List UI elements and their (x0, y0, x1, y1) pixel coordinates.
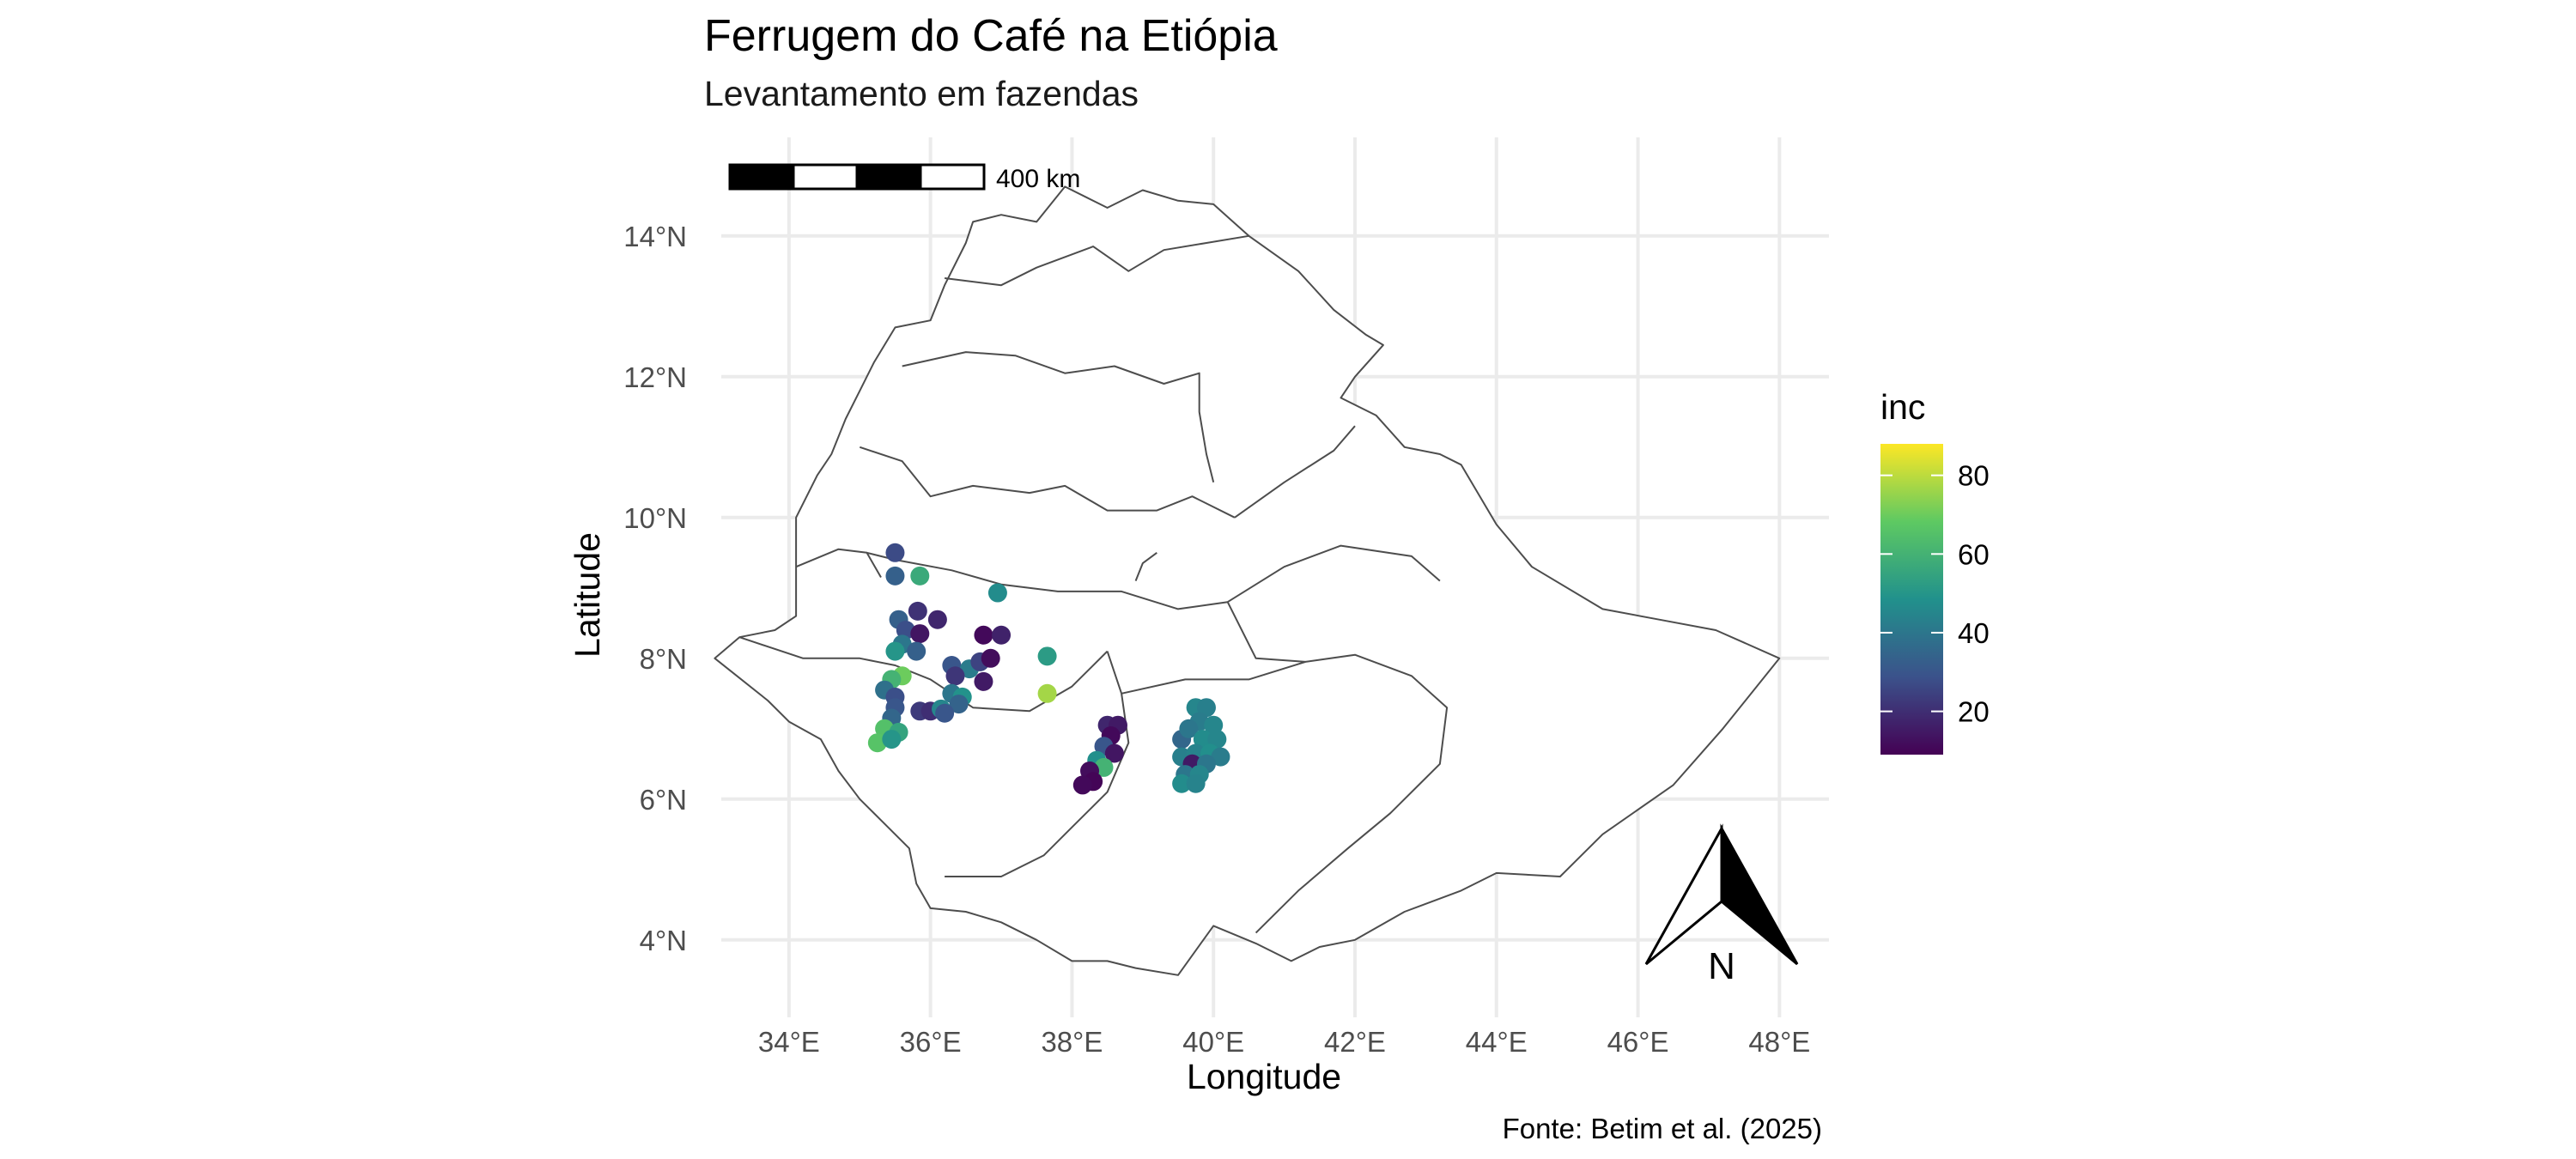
scale-bar-segment (919, 163, 986, 191)
survey-point (1172, 774, 1192, 793)
legend-breaks: 20 40 60 80 (1880, 460, 1990, 728)
survey-point (935, 703, 955, 723)
y-tick-label: 6°N (640, 784, 687, 816)
survey-point (910, 624, 930, 644)
survey-point (974, 671, 993, 691)
legend-colorbar (1880, 444, 1943, 755)
region-boundary (795, 548, 882, 578)
color-legend: inc 20 40 60 80 (1880, 387, 1990, 755)
scale-bar-label: 400 km (996, 165, 1080, 193)
survey-points (867, 543, 1230, 795)
map-subtitle: Levantamento em fazendas (704, 74, 1139, 113)
survey-point (885, 566, 905, 586)
survey-point (981, 648, 1000, 668)
survey-point (949, 695, 969, 714)
survey-point (908, 601, 927, 621)
legend-break-label: 60 (1958, 538, 1990, 570)
survey-point (1037, 683, 1057, 703)
north-arrow-left-half (1644, 823, 1723, 966)
y-tick-label: 4°N (640, 925, 687, 956)
y-tick-label: 12°N (623, 361, 687, 393)
survey-point (1072, 775, 1092, 795)
y-axis-ticks: 4°N 6°N 8°N 10°N 12°N 14°N (623, 221, 687, 956)
north-arrow-right-half (1720, 823, 1799, 966)
survey-point (987, 583, 1007, 603)
x-tick-label: 46°E (1607, 1026, 1669, 1058)
region-boundary (1134, 551, 1157, 581)
survey-point (907, 641, 927, 661)
scale-bar-segment (792, 163, 859, 191)
survey-point (885, 641, 905, 661)
scale-bar: 400 km (728, 163, 1080, 193)
region-boundary (1234, 425, 1356, 519)
survey-point (1179, 719, 1199, 738)
x-tick-label: 34°E (758, 1026, 820, 1058)
north-arrow-label: N (1708, 945, 1735, 987)
survey-point (1186, 774, 1206, 793)
map-title: Ferrugem do Café na Etiópia (704, 11, 1278, 61)
y-axis-title: Latitude (568, 532, 607, 658)
region-boundary (738, 636, 1109, 713)
x-tick-label: 36°E (900, 1026, 962, 1058)
survey-point (1037, 646, 1057, 666)
y-tick-label: 14°N (623, 221, 687, 252)
ethiopia-regions (714, 185, 1781, 976)
region-boundary (866, 544, 1441, 610)
source-caption: Fonte: Betim et al. (2025) (1502, 1113, 1822, 1144)
region-boundary (859, 446, 1236, 519)
survey-point (1104, 743, 1124, 763)
survey-point (1211, 747, 1230, 767)
region-boundary (902, 351, 1215, 483)
scale-bar-segment (728, 163, 795, 191)
y-tick-label: 8°N (640, 643, 687, 675)
north-arrow: N (1644, 823, 1799, 987)
survey-point (992, 625, 1012, 645)
legend-break-label: 20 (1958, 696, 1990, 728)
x-tick-label: 40°E (1182, 1026, 1244, 1058)
survey-point (1193, 730, 1212, 749)
survey-point (885, 543, 905, 562)
survey-point (1196, 698, 1216, 718)
scale-bar-segment (855, 163, 922, 191)
legend-break-label: 40 (1958, 617, 1990, 649)
survey-point (910, 566, 930, 586)
x-axis-title: Longitude (1187, 1057, 1341, 1096)
region-boundary (1121, 653, 1449, 934)
y-tick-label: 10°N (623, 502, 687, 534)
legend-title: inc (1880, 387, 1925, 427)
x-axis-ticks: 34°E 36°E 38°E 40°E 42°E 44°E 46°E 48°E (758, 1026, 1810, 1058)
survey-point (945, 666, 965, 686)
x-tick-label: 38°E (1041, 1026, 1103, 1058)
region-boundary (1226, 601, 1306, 663)
survey-point (927, 610, 947, 629)
survey-point (1207, 730, 1227, 749)
region-boundary (945, 651, 1130, 877)
survey-point (867, 733, 887, 753)
x-tick-label: 42°E (1324, 1026, 1386, 1058)
survey-point (1094, 757, 1114, 777)
x-tick-label: 44°E (1466, 1026, 1528, 1058)
region-boundary (944, 234, 1249, 287)
survey-point (882, 730, 902, 749)
country-outline (714, 185, 1781, 976)
legend-break-label: 80 (1958, 460, 1990, 492)
survey-point (974, 625, 993, 645)
x-tick-label: 48°E (1748, 1026, 1810, 1058)
